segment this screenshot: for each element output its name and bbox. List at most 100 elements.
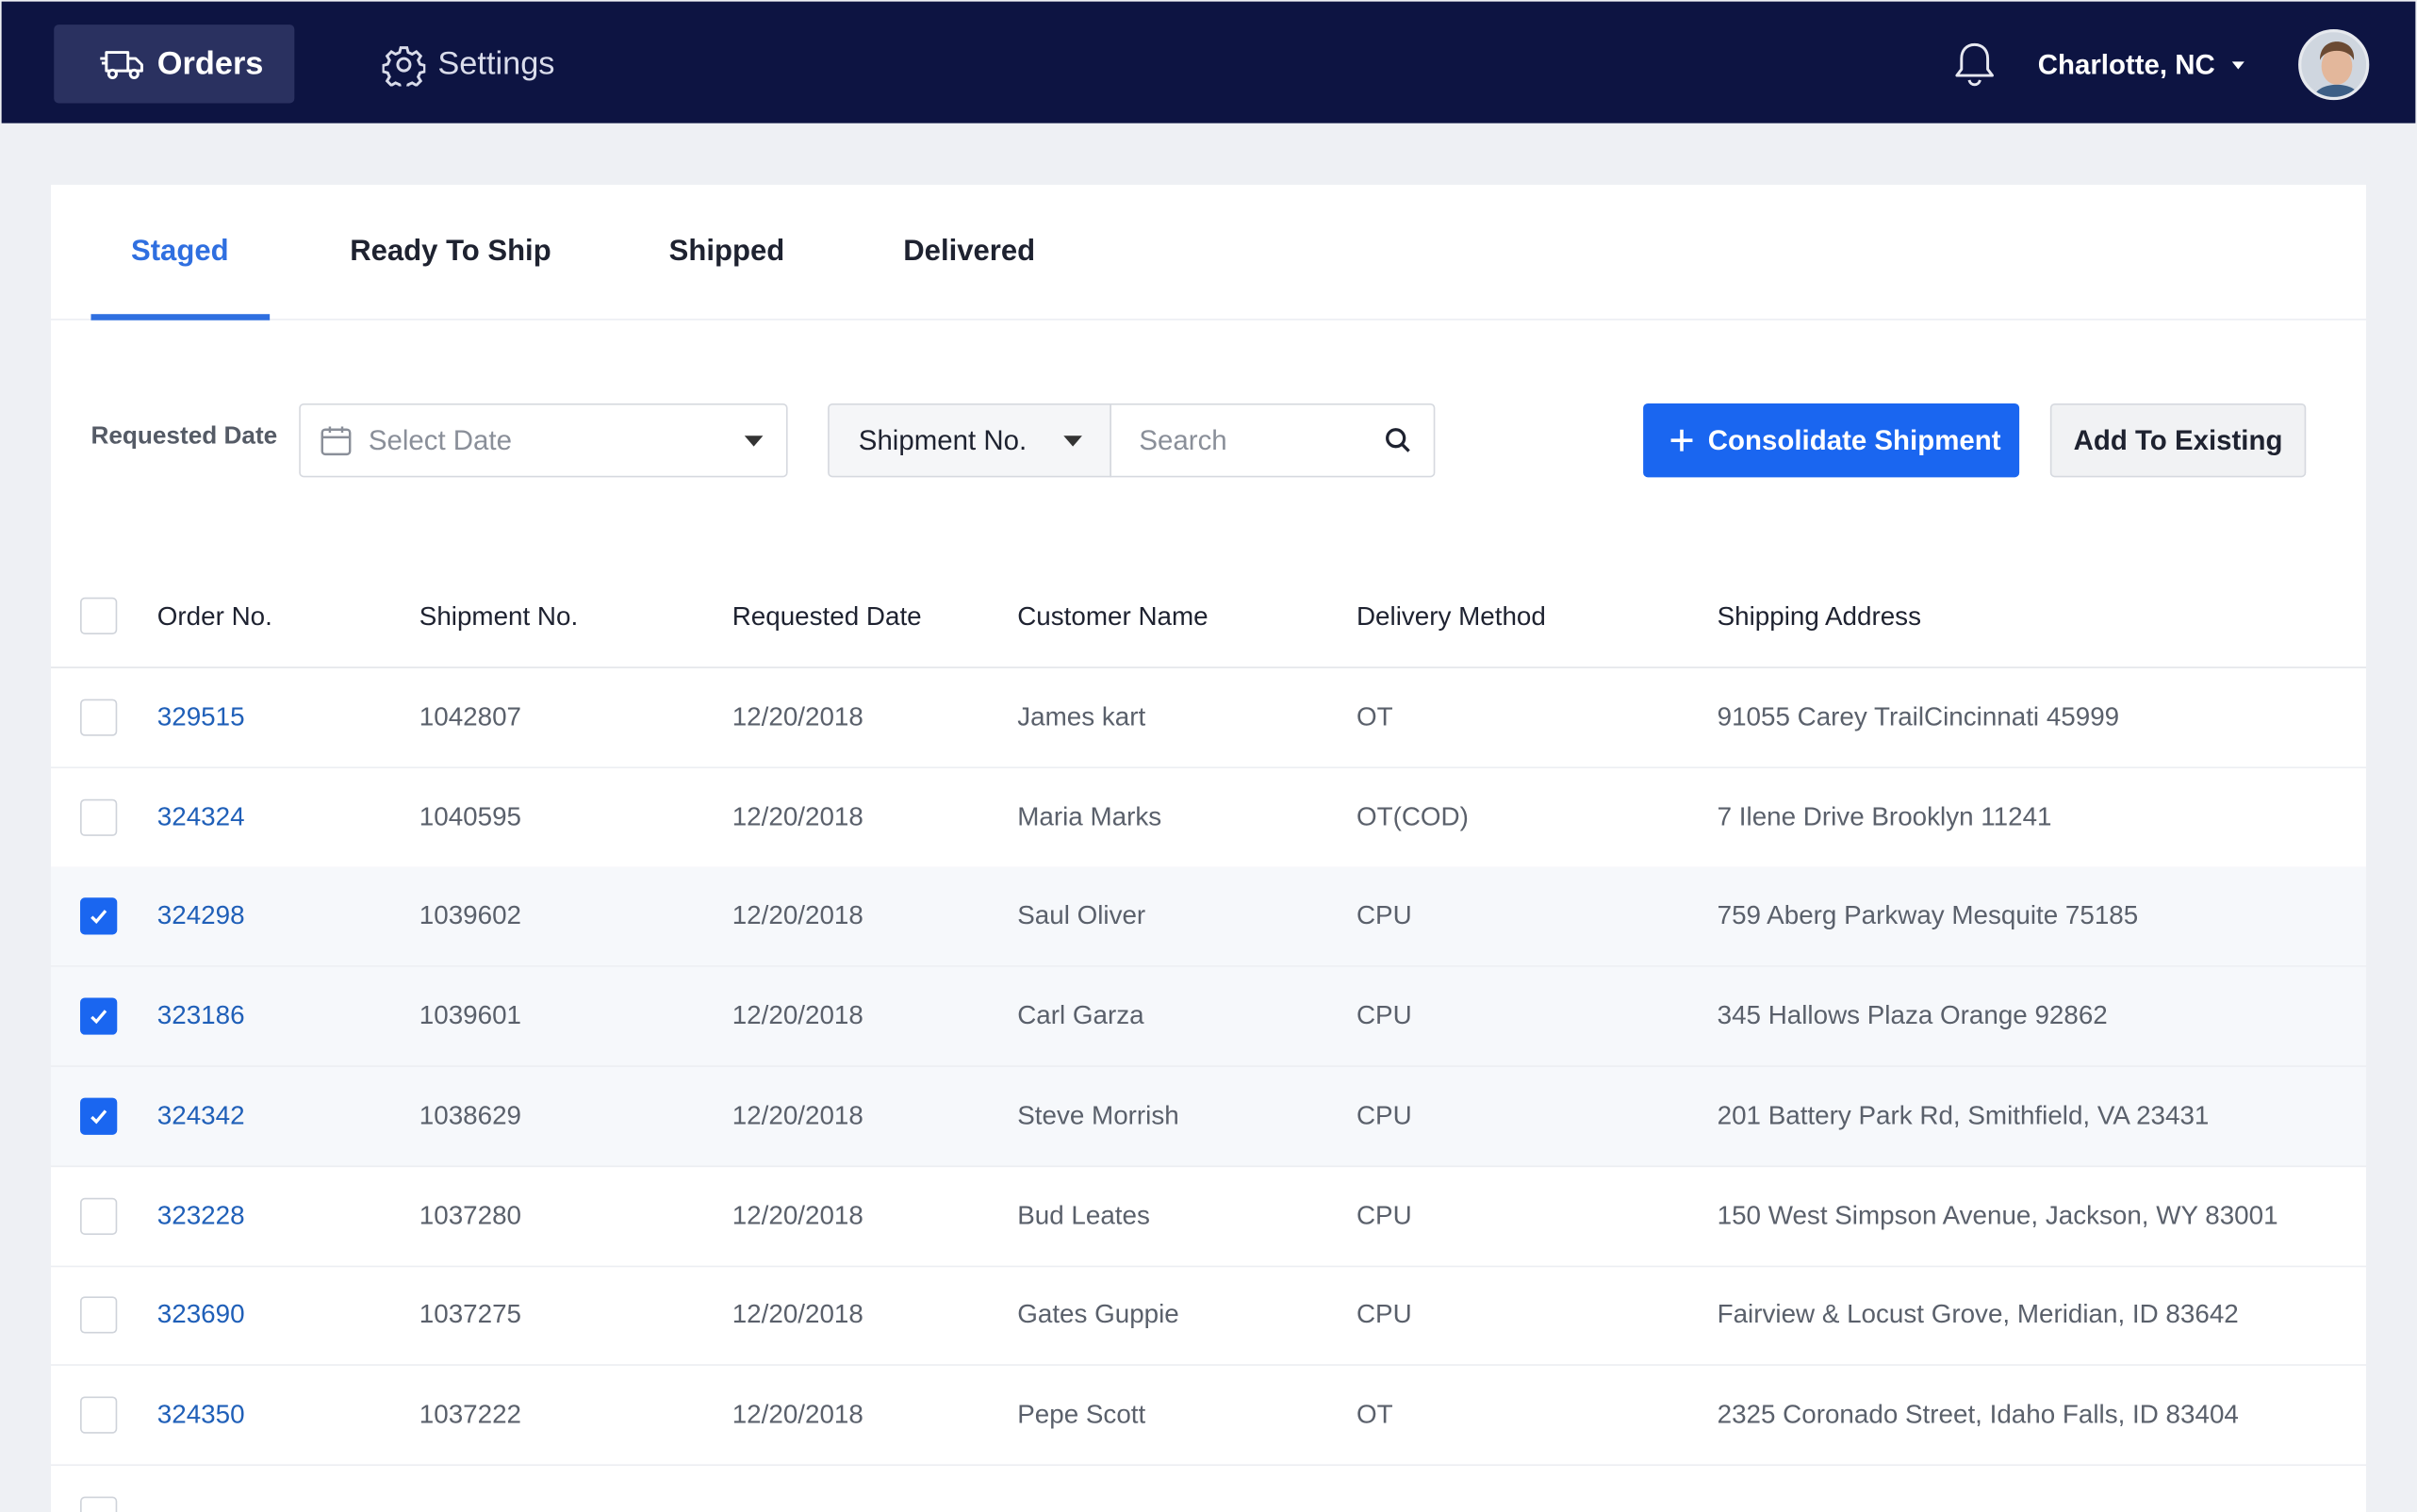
column-header[interactable]: Requested Date <box>732 600 922 631</box>
shipping-address: 759 Aberg Parkway Mesquite 75185 <box>1717 901 2139 931</box>
nav-orders-button[interactable]: Orders <box>54 25 295 104</box>
location-label: Charlotte, NC <box>2037 48 2215 80</box>
table-row-partial <box>51 1465 2366 1512</box>
requested-date: 12/20/2018 <box>732 1399 863 1429</box>
order-number-link[interactable]: 323186 <box>156 1000 245 1030</box>
nav-settings-label: Settings <box>437 45 555 81</box>
delivery-method: OT(COD) <box>1356 801 1469 831</box>
row-checkbox[interactable] <box>80 1296 118 1334</box>
table-row[interactable]: 324350 1037222 12/20/2018 Pepe Scott OT 2325 … <box>50 1366 2367 1466</box>
column-header[interactable]: Order No. <box>156 600 272 631</box>
chevron-down-icon <box>1063 436 1082 447</box>
delivery-method: CPU <box>1356 1000 1412 1030</box>
plus-icon <box>1670 429 1693 452</box>
row-checkbox[interactable] <box>80 1196 118 1235</box>
order-number-link[interactable]: 324298 <box>156 901 245 931</box>
date-picker[interactable]: Select Date <box>299 403 788 478</box>
delivery-method: CPU <box>1356 1299 1412 1329</box>
requested-date: 12/20/2018 <box>732 1100 863 1130</box>
shipment-number: 1037280 <box>419 1200 522 1230</box>
calendar-icon <box>321 426 352 456</box>
row-checkbox[interactable] <box>80 1396 118 1434</box>
nav-orders-label: Orders <box>156 45 264 81</box>
customer-name: Steve Morrish <box>1017 1100 1179 1130</box>
requested-date: 12/20/2018 <box>732 901 863 931</box>
user-avatar[interactable] <box>2298 29 2370 101</box>
customer-name: Maria Marks <box>1017 801 1162 831</box>
order-number-link[interactable]: 324350 <box>156 1399 245 1429</box>
column-header[interactable]: Shipping Address <box>1717 600 1922 631</box>
search-input[interactable] <box>1139 424 1387 457</box>
status-tabs: Staged Ready To Ship Shipped Delivered <box>50 185 2367 320</box>
consolidate-shipment-button[interactable]: Consolidate Shipment <box>1643 403 2020 478</box>
row-checkbox[interactable] <box>80 1496 118 1512</box>
table-row[interactable]: 324298 1039602 12/20/2018 Saul Oliver CPU 759… <box>50 867 2367 968</box>
shipping-address: 345 Hallows Plaza Orange 92862 <box>1717 1000 2108 1030</box>
add-to-existing-button[interactable]: Add To Existing <box>2049 403 2307 478</box>
requested-date: 12/20/2018 <box>732 1200 863 1230</box>
orders-card: Staged Ready To Ship Shipped Delivered R… <box>50 185 2367 1512</box>
search-field-select[interactable]: Shipment No. <box>828 403 1111 478</box>
table-header-row: Order No. Shipment No. Requested Date Cu… <box>50 567 2367 668</box>
shipment-number: 1037222 <box>419 1399 522 1429</box>
requested-date: 12/20/2018 <box>732 1000 863 1030</box>
row-checkbox[interactable] <box>80 698 118 736</box>
shipping-address: 91055 Carey TrailCincinnati 45999 <box>1717 701 2120 731</box>
delivery-method: CPU <box>1356 901 1412 931</box>
table-row[interactable]: 324324 1040595 12/20/2018 Maria Marks OT(COD… <box>50 768 2367 868</box>
search-icon[interactable] <box>1384 426 1411 453</box>
row-checkbox[interactable] <box>80 798 118 836</box>
customer-name: Carl Garza <box>1017 1000 1144 1030</box>
shipping-address: 7 Ilene Drive Brooklyn 11241 <box>1717 801 2052 831</box>
column-header[interactable]: Shipment No. <box>419 600 579 631</box>
requested-date: 12/20/2018 <box>732 801 863 831</box>
customer-name: James kart <box>1017 701 1146 731</box>
order-number-link[interactable]: 324324 <box>156 801 245 831</box>
table-row[interactable]: 323186 1039601 12/20/2018 Carl Garza CPU 345 … <box>50 966 2367 1068</box>
active-tab-indicator <box>90 314 271 320</box>
location-selector[interactable]: Charlotte, NC <box>2038 43 2244 87</box>
bell-icon[interactable] <box>1951 40 1998 89</box>
requested-date: 12/20/2018 <box>732 1299 863 1329</box>
search-box <box>1110 403 1436 478</box>
nav-settings-button[interactable]: Settings <box>378 25 594 103</box>
shipment-number: 1040595 <box>419 801 522 831</box>
column-header[interactable]: Customer Name <box>1017 600 1208 631</box>
shipping-address: 201 Battery Park Rd, Smithfield, VA 2343… <box>1717 1100 2210 1130</box>
shipment-number: 1042807 <box>419 701 522 731</box>
search-field-value: Shipment No. <box>858 424 1028 455</box>
shipment-number: 1037275 <box>419 1299 522 1329</box>
order-number-link[interactable]: 323690 <box>156 1299 245 1329</box>
user-photo-icon <box>2301 32 2367 97</box>
select-all-checkbox[interactable] <box>80 597 118 634</box>
table-row[interactable]: 324342 1038629 12/20/2018 Steve Morrish CPU 2… <box>50 1066 2367 1167</box>
shipping-address: Fairview & Locust Grove, Meridian, ID 83… <box>1717 1299 2239 1329</box>
table-row[interactable]: 323690 1037275 12/20/2018 Gates Guppie CPU Fa… <box>50 1266 2367 1367</box>
chevron-down-icon <box>744 436 764 447</box>
row-checkbox[interactable] <box>80 897 118 936</box>
check-icon <box>90 910 107 925</box>
shipment-number: 1039601 <box>419 1000 522 1030</box>
requested-date-label: Requested Date <box>90 423 278 450</box>
tab-shipped[interactable]: Shipped <box>668 235 785 269</box>
delivery-method: OT <box>1356 1399 1393 1429</box>
top-navbar: Orders Settings Charlotte, NC <box>1 1 2416 123</box>
consolidate-label: Consolidate Shipment <box>1707 424 2001 455</box>
row-checkbox[interactable] <box>80 997 118 1035</box>
customer-name: Saul Oliver <box>1017 901 1146 931</box>
tab-ready-to-ship[interactable]: Ready To Ship <box>350 235 551 269</box>
order-number-link[interactable]: 324342 <box>156 1100 245 1130</box>
shipment-number: 1039602 <box>419 901 522 931</box>
column-header[interactable]: Delivery Method <box>1356 600 1546 631</box>
delivery-truck-icon <box>100 50 143 79</box>
tab-staged[interactable]: Staged <box>130 235 229 269</box>
customer-name: Bud Leates <box>1017 1200 1150 1230</box>
order-number-link[interactable]: 323228 <box>156 1200 245 1230</box>
table-row[interactable]: 323228 1037280 12/20/2018 Bud Leates CPU 150 … <box>50 1166 2367 1267</box>
delivery-method: CPU <box>1356 1200 1412 1230</box>
delivery-method: CPU <box>1356 1100 1412 1130</box>
table-row[interactable]: 329515 1042807 12/20/2018 James kart OT 91055… <box>50 668 2367 769</box>
tab-delivered[interactable]: Delivered <box>903 235 1036 269</box>
row-checkbox[interactable] <box>80 1097 118 1135</box>
order-number-link[interactable]: 329515 <box>156 701 245 731</box>
